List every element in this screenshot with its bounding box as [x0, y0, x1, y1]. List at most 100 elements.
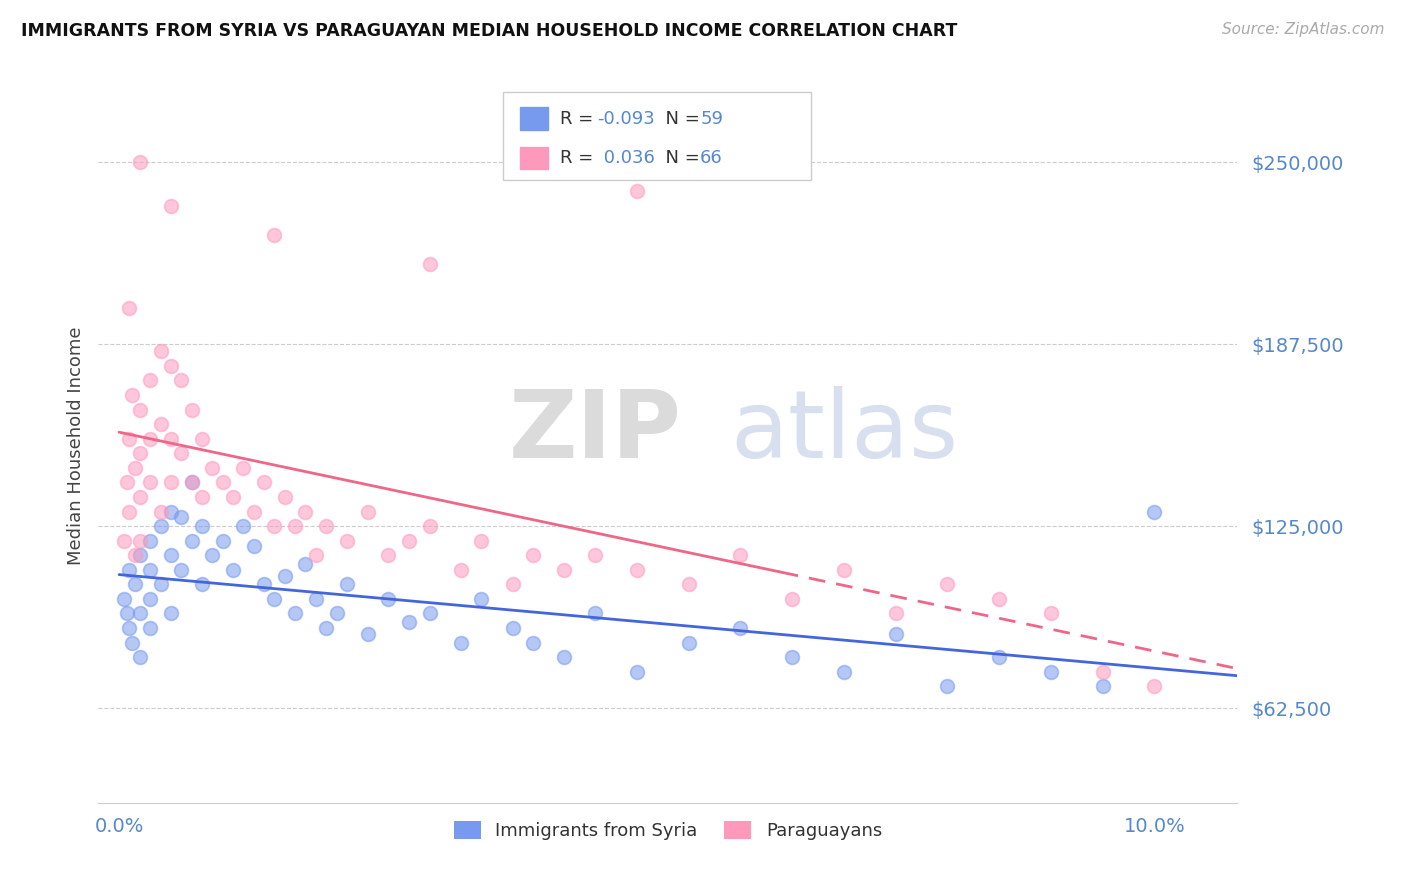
Point — [128, 607, 150, 621]
Point — [170, 446, 193, 460]
Point — [139, 563, 162, 577]
Point — [149, 504, 172, 518]
Text: R =: R = — [560, 149, 599, 167]
Point — [118, 563, 141, 577]
Point — [139, 533, 162, 548]
Point — [149, 577, 172, 591]
Point — [377, 591, 399, 606]
Point — [211, 533, 233, 548]
Point — [118, 621, 141, 635]
Point — [128, 490, 150, 504]
Point — [191, 490, 214, 504]
Point — [730, 548, 752, 562]
Point — [191, 519, 214, 533]
Point — [121, 635, 143, 649]
Point — [170, 374, 193, 388]
Text: -0.093: -0.093 — [598, 110, 655, 128]
Text: N =: N = — [654, 149, 706, 167]
Point — [626, 563, 648, 577]
Point — [180, 475, 202, 490]
Point — [988, 591, 1011, 606]
Point — [222, 490, 245, 504]
Text: 59: 59 — [700, 110, 723, 128]
Point — [884, 627, 907, 641]
Point — [450, 563, 472, 577]
Point — [222, 563, 245, 577]
Point — [470, 591, 492, 606]
Point — [832, 563, 855, 577]
Point — [124, 577, 146, 591]
Point — [274, 490, 297, 504]
Point — [139, 475, 162, 490]
Point — [336, 577, 359, 591]
Point — [112, 591, 135, 606]
Text: 66: 66 — [700, 149, 723, 167]
Point — [149, 519, 172, 533]
Point — [160, 475, 183, 490]
Text: ZIP: ZIP — [509, 385, 682, 478]
Point — [356, 627, 378, 641]
Point — [502, 621, 524, 635]
Point — [522, 548, 544, 562]
Point — [128, 155, 150, 169]
Point — [305, 591, 328, 606]
Point — [117, 475, 139, 490]
Point — [1039, 665, 1062, 679]
Point — [201, 460, 224, 475]
Point — [884, 607, 907, 621]
Point — [112, 533, 135, 548]
Point — [626, 184, 648, 198]
Point — [398, 615, 420, 630]
Point — [180, 533, 202, 548]
Point — [160, 199, 183, 213]
Point — [128, 533, 150, 548]
Point — [315, 621, 337, 635]
Point — [180, 402, 202, 417]
Point — [419, 257, 441, 271]
Point — [263, 591, 285, 606]
Point — [988, 650, 1011, 665]
Point — [232, 519, 254, 533]
Point — [121, 388, 143, 402]
Point — [160, 548, 183, 562]
Point — [263, 519, 285, 533]
Point — [553, 650, 575, 665]
Point — [730, 621, 752, 635]
Text: 0.036: 0.036 — [598, 149, 654, 167]
Point — [325, 607, 347, 621]
Point — [191, 577, 214, 591]
Point — [626, 665, 648, 679]
Point — [1143, 679, 1166, 693]
Y-axis label: Median Household Income: Median Household Income — [66, 326, 84, 566]
Point — [128, 548, 150, 562]
Point — [284, 607, 307, 621]
Point — [128, 446, 150, 460]
Point — [139, 591, 162, 606]
Point — [253, 475, 276, 490]
Text: atlas: atlas — [731, 385, 959, 478]
Point — [201, 548, 224, 562]
Point — [398, 533, 420, 548]
Point — [191, 432, 214, 446]
Point — [470, 533, 492, 548]
Point — [284, 519, 307, 533]
Legend: Immigrants from Syria, Paraguayans: Immigrants from Syria, Paraguayans — [446, 814, 890, 847]
Point — [139, 374, 162, 388]
Point — [336, 533, 359, 548]
Point — [356, 504, 378, 518]
Point — [1039, 607, 1062, 621]
Point — [139, 621, 162, 635]
Point — [832, 665, 855, 679]
Point — [128, 402, 150, 417]
Point — [253, 577, 276, 591]
Point — [139, 432, 162, 446]
Text: N =: N = — [654, 110, 706, 128]
Point — [118, 504, 141, 518]
Point — [160, 504, 183, 518]
Point — [1143, 504, 1166, 518]
Point — [502, 577, 524, 591]
Point — [294, 504, 316, 518]
Point — [211, 475, 233, 490]
Point — [263, 227, 285, 242]
Point — [419, 519, 441, 533]
